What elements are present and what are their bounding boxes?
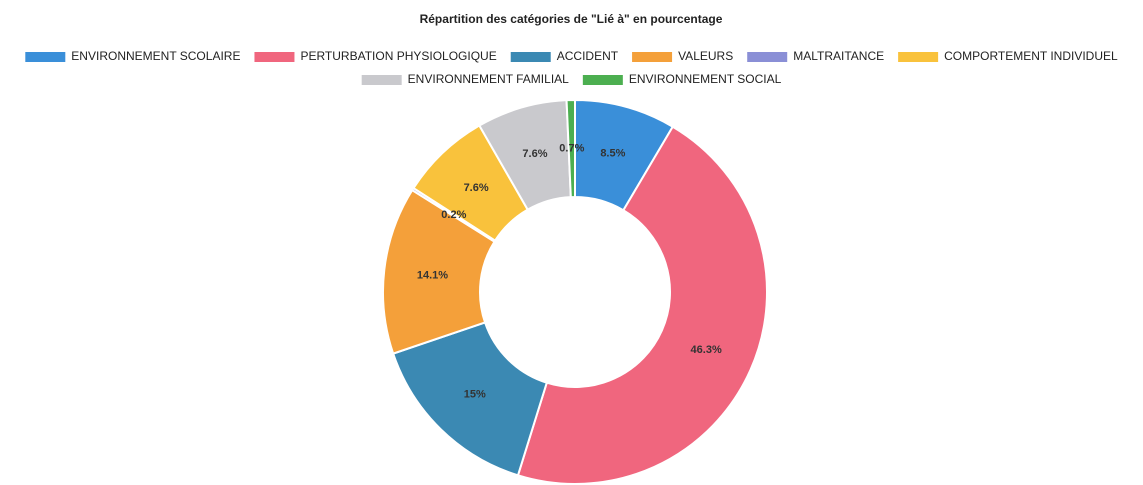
legend-item: VALEURS: [632, 49, 733, 63]
legend-label: ENVIRONNEMENT FAMILIAL: [408, 72, 569, 86]
legend-item: ENVIRONNEMENT FAMILIAL: [361, 72, 569, 86]
legend-swatch: [747, 52, 788, 62]
legend-swatch: [898, 52, 939, 62]
data-label: 0.7%: [559, 142, 584, 154]
legend-label: MALTRAITANCE: [793, 49, 884, 63]
data-label: 15%: [464, 389, 486, 401]
legend-swatch: [582, 75, 623, 85]
data-label: 46.3%: [691, 344, 722, 356]
legend-item: ENVIRONNEMENT SCOLAIRE: [25, 49, 240, 63]
data-label: 0.2%: [441, 209, 466, 221]
legend-label: ENVIRONNEMENT SOCIAL: [629, 72, 782, 86]
slice: [565, 98, 576, 199]
slice: [516, 125, 768, 485]
legend-item: PERTURBATION PHYSIOLOGIQUE: [254, 49, 497, 63]
legend-item: ACCIDENT: [510, 49, 619, 63]
legend-swatch: [632, 52, 673, 62]
data-label: 7.6%: [464, 182, 489, 194]
chart-title: Répartition des catégories de "Lié à" en…: [420, 12, 723, 26]
legend-item: COMPORTEMENT INDIVIDUEL: [898, 49, 1118, 63]
legend-swatch: [254, 52, 295, 62]
legend-label: COMPORTEMENT INDIVIDUEL: [944, 49, 1118, 63]
legend-item: MALTRAITANCE: [747, 49, 884, 63]
legend-item: ENVIRONNEMENT SOCIAL: [582, 72, 782, 86]
legend-label: ENVIRONNEMENT SCOLAIRE: [71, 49, 240, 63]
data-label: 14.1%: [417, 269, 448, 281]
legend-swatch: [25, 52, 66, 62]
legend-label: PERTURBATION PHYSIOLOGIQUE: [300, 49, 496, 63]
legend-label: ACCIDENT: [557, 49, 619, 63]
data-label: 8.5%: [600, 147, 625, 159]
data-label: 7.6%: [522, 148, 547, 160]
legend-swatch: [510, 52, 551, 62]
legend-label: VALEURS: [678, 49, 733, 63]
legend-swatch: [361, 75, 402, 85]
